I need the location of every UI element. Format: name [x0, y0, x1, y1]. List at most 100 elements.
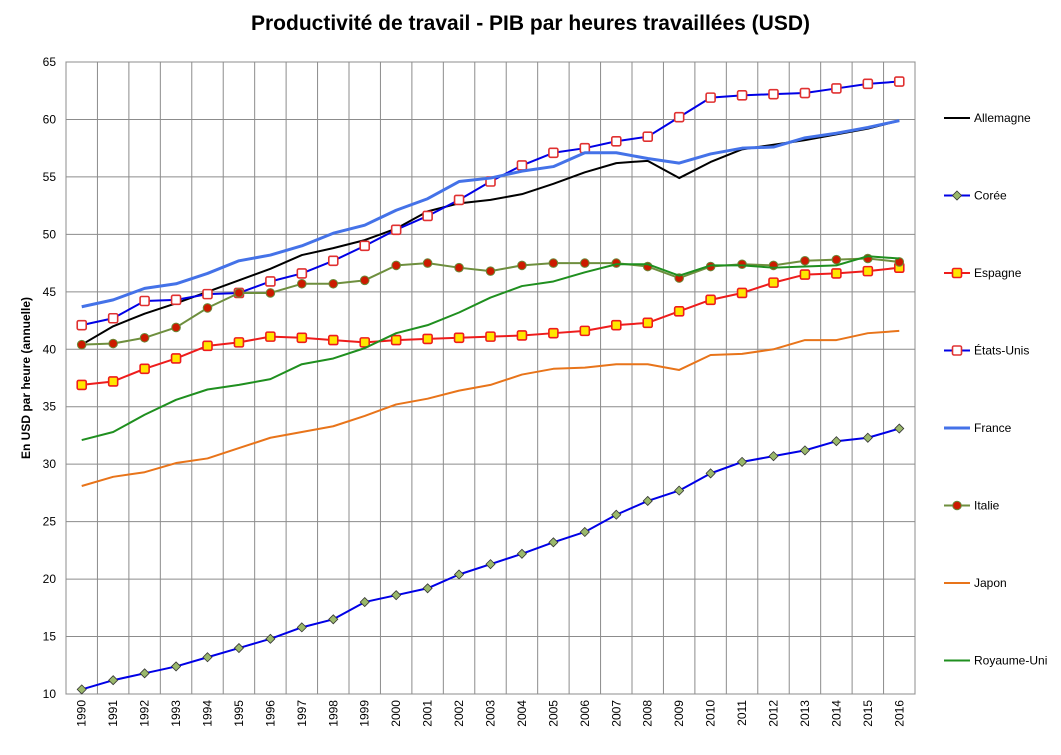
x-tick-label: 1999 — [358, 700, 372, 727]
data-point-coree — [328, 614, 339, 625]
data-point-italie — [548, 258, 559, 268]
x-tick-label: 2014 — [829, 700, 843, 727]
chart-title: Productivité de travail - PIB par heures… — [250, 12, 811, 35]
series-japon — [81, 329, 900, 487]
data-point-etats-unis — [76, 319, 88, 331]
data-point-etats-unis — [516, 160, 528, 171]
data-point-etats-unis — [107, 312, 119, 324]
data-point-italie — [234, 288, 244, 298]
x-tick-label: 1997 — [295, 700, 309, 727]
data-point-espagne — [548, 327, 559, 339]
axes: 10 15 20 25 30 35 40 45 50 55 60 65 1990 1991 1992 1993… — [43, 55, 907, 727]
data-point-etats-unis — [170, 294, 182, 306]
data-point-espagne — [76, 379, 88, 391]
data-point-espagne — [139, 363, 150, 375]
data-point-espagne — [390, 334, 402, 346]
data-point-espagne — [107, 376, 119, 387]
y-tick-label: 60 — [43, 112, 57, 126]
y-tick-label: 30 — [43, 457, 57, 471]
data-point-italie — [297, 278, 307, 289]
data-point-espagne — [327, 334, 339, 346]
x-tick-label: 2015 — [861, 700, 875, 727]
data-point-etats-unis — [610, 135, 622, 147]
data-point-etats-unis — [265, 276, 276, 287]
data-point-coree — [799, 445, 811, 456]
y-tick-label: 40 — [43, 342, 57, 356]
data-point-espagne — [610, 319, 622, 331]
series-line-japon — [81, 329, 900, 487]
data-point-espagne — [799, 269, 811, 280]
data-point-espagne — [485, 331, 496, 342]
x-tick-label: 2009 — [672, 700, 686, 727]
data-point-italie — [359, 275, 370, 286]
data-point-espagne — [768, 277, 779, 288]
data-point-espagne — [862, 265, 874, 277]
data-point-coree — [548, 537, 559, 548]
x-tick-label: 2000 — [389, 700, 403, 727]
data-point-espagne — [202, 340, 213, 352]
data-point-espagne — [831, 268, 842, 279]
data-point-coree — [674, 485, 685, 496]
x-tick-label: 2002 — [452, 700, 466, 727]
data-point-etats-unis — [673, 111, 685, 123]
data-point-espagne — [359, 337, 371, 348]
y-tick-label: 45 — [43, 285, 57, 299]
data-point-etats-unis — [736, 90, 748, 101]
legend-label: Italie — [974, 499, 1000, 513]
plot-area — [65, 61, 916, 695]
data-point-etats-unis — [831, 83, 842, 94]
data-point-coree — [265, 633, 276, 644]
data-point-italie — [454, 262, 464, 273]
data-point-coree — [108, 675, 119, 686]
legend-item-japon: Japon — [944, 576, 1007, 590]
data-point-coree — [76, 684, 87, 695]
data-point-coree — [705, 468, 716, 479]
legend-label: Japon — [974, 576, 1007, 590]
data-point-italie — [108, 338, 118, 349]
x-tick-label: 1998 — [326, 700, 340, 727]
data-point-espagne — [736, 287, 748, 299]
data-point-espagne — [642, 317, 654, 329]
data-point-coree — [579, 526, 590, 538]
x-tick-label: 1995 — [232, 700, 246, 727]
data-point-coree — [768, 451, 779, 462]
data-point-espagne — [516, 330, 528, 341]
data-point-coree — [736, 456, 748, 467]
x-tick-label: 1993 — [169, 700, 183, 727]
data-point-italie — [422, 258, 433, 268]
series-espagne — [76, 262, 905, 391]
data-point-italie — [800, 255, 810, 266]
x-tick-label: 1991 — [106, 700, 120, 727]
y-axis-label: En USD par heure (annuelle) — [19, 297, 33, 459]
series-france — [81, 119, 900, 309]
data-point-espagne — [705, 294, 716, 306]
legend: Allemagne Corée Espagne États-Unis France Ita… — [944, 111, 1047, 668]
legend-label: France — [974, 421, 1012, 435]
x-tick-label: 2006 — [578, 700, 592, 727]
data-point-etats-unis — [893, 76, 905, 87]
data-point-espagne — [422, 333, 433, 345]
data-point-italie — [831, 254, 842, 265]
data-point-italie — [171, 322, 181, 333]
data-point-etats-unis — [642, 131, 654, 142]
legend-marker — [951, 345, 963, 356]
data-point-espagne — [170, 353, 182, 364]
legend-label: Corée — [974, 189, 1007, 203]
legend-item-coree: Corée — [944, 189, 1007, 203]
x-tick-label: 2010 — [704, 700, 718, 727]
x-tick-label: 2004 — [515, 700, 529, 727]
legend-item-etats-unis: États-Unis — [944, 343, 1029, 358]
data-point-etats-unis — [139, 295, 150, 307]
data-point-coree — [391, 590, 402, 601]
y-tick-label: 35 — [43, 400, 57, 414]
y-tick-label: 20 — [43, 572, 57, 586]
data-point-etats-unis — [327, 255, 339, 267]
grid — [65, 61, 916, 695]
y-tick-label: 55 — [43, 170, 57, 184]
data-point-etats-unis — [359, 240, 371, 252]
data-point-coree — [422, 583, 433, 594]
x-tick-label: 2003 — [484, 700, 498, 727]
legend-marker — [951, 190, 963, 201]
data-point-coree — [894, 423, 905, 434]
x-tick-label: 1992 — [138, 700, 152, 727]
